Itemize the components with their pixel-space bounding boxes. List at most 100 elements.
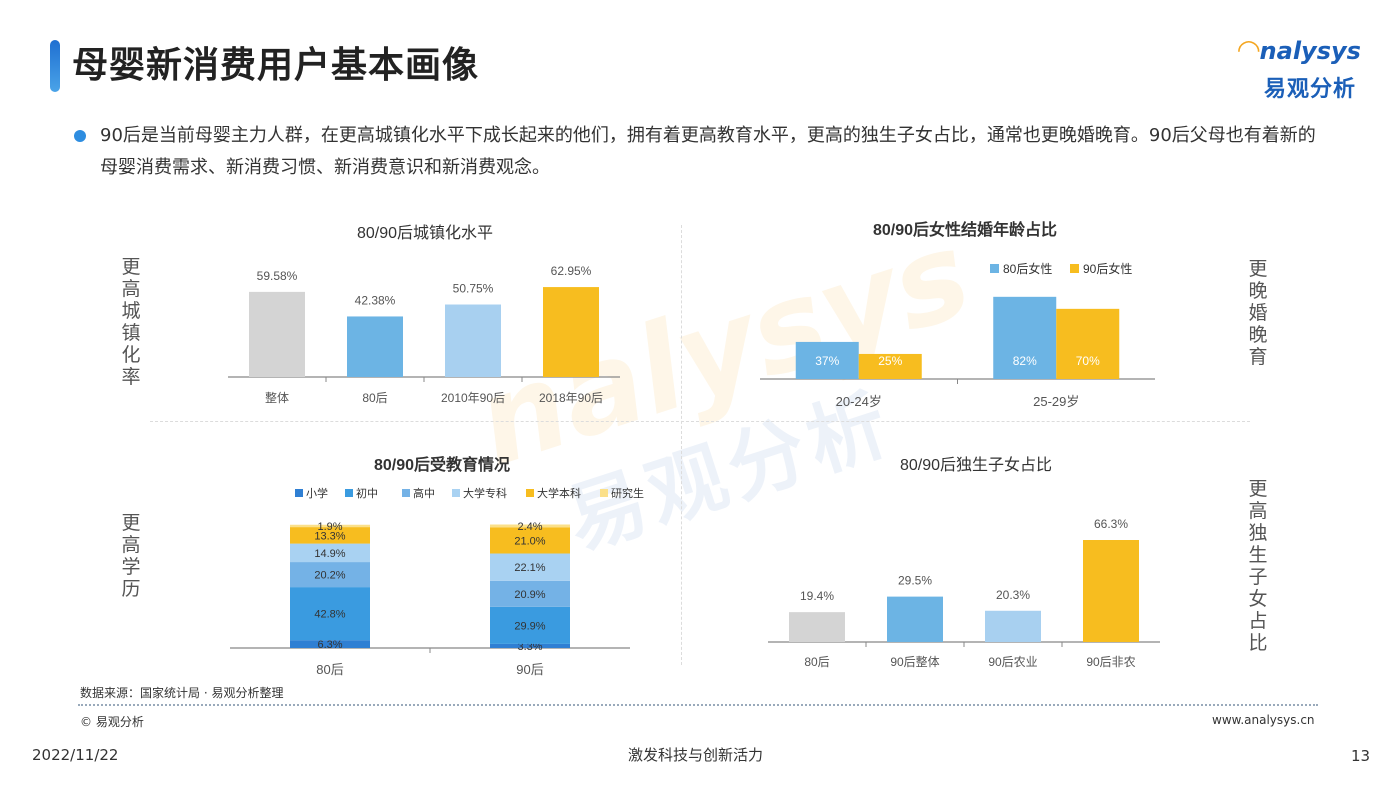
chart-only-child-tick-label: 90后非农 xyxy=(1086,655,1135,669)
title-accent-bar xyxy=(50,40,60,92)
chart-education-legend-label: 初中 xyxy=(356,486,378,500)
chart-marriage-data-label: 70% xyxy=(1076,354,1100,368)
chart-education-segment xyxy=(290,527,370,544)
chart-education-data-label: 1.9% xyxy=(317,521,342,533)
intro-paragraph: 90后是当前母婴主力人群，在更高城镇化水平下成长起来的他们，拥有着更高教育水平，… xyxy=(100,125,1316,178)
chart-education-legend-swatch xyxy=(295,489,303,497)
chart-education-segment xyxy=(490,643,570,648)
brand-logo: ◠nalysys 易观分析 xyxy=(1238,33,1378,103)
data-source-note: 数据来源：国家统计局 · 易观分析整理 xyxy=(80,686,284,700)
chart-education-segment xyxy=(490,527,570,554)
chart-marriage-data-label: 25% xyxy=(878,354,902,368)
side-label-marriage: 更晚婚晚育 xyxy=(1248,258,1268,368)
chart-only-child-data-label: 20.3% xyxy=(996,588,1030,602)
chart-marriage-title: 80/90后女性结婚年龄占比 xyxy=(873,220,1057,239)
side-label-only-child: 更高独生子女占比 xyxy=(1248,478,1268,654)
chart-education-legend-label: 大学专科 xyxy=(463,486,507,500)
page-title: 母婴新消费用户基本画像 xyxy=(72,45,480,86)
chart-education-legend-label: 大学本科 xyxy=(537,486,581,500)
chart-education-tick-label: 80后 xyxy=(316,662,343,677)
chart-education-segment xyxy=(490,606,570,644)
quadrant-divider-vertical xyxy=(681,225,682,665)
chart-only-child-bar xyxy=(1083,540,1139,642)
chart-marriage-bar xyxy=(993,296,1057,379)
chart-marriage-legend-swatch xyxy=(1070,264,1079,273)
chart-education-legend-swatch xyxy=(526,489,534,497)
chart-education-tick-label: 90后 xyxy=(516,662,543,677)
chart-urbanization-bar xyxy=(347,316,403,377)
chart-education-segment xyxy=(490,524,570,528)
chart-education-data-label: 29.9% xyxy=(514,620,545,632)
chart-education-legend-label: 小学 xyxy=(306,486,328,500)
footer-dotted-line xyxy=(78,704,1318,706)
chart-marriage-bar xyxy=(795,341,859,379)
copyright-text: © 易观分析 xyxy=(80,715,144,729)
page-number: 13 xyxy=(1351,747,1371,765)
chart-education-data-label: 20.2% xyxy=(314,570,345,582)
chart-only-child-title: 80/90后独生子女占比 xyxy=(900,455,1052,474)
chart-urbanization-tick-label: 2018年90后 xyxy=(539,391,603,405)
chart-education-segment xyxy=(290,543,370,563)
chart-education-data-label: 21.0% xyxy=(514,535,545,547)
report-date: 2022/11/22 xyxy=(32,746,119,764)
chart-education-data-label: 22.1% xyxy=(514,562,545,574)
chart-education-title: 80/90后受教育情况 xyxy=(374,455,510,474)
chart-urbanization-bar xyxy=(445,304,501,377)
chart-marriage-legend-label: 80后女性 xyxy=(1003,261,1052,276)
chart-education-data-label: 3.3% xyxy=(517,641,542,653)
chart-only-child-data-label: 19.4% xyxy=(800,589,834,603)
chart-urbanization-bar xyxy=(543,287,599,377)
chart-education-legend-swatch xyxy=(345,489,353,497)
chart-urbanization-tick-label: 80后 xyxy=(362,391,387,405)
logo-wordmark: ◠nalysys xyxy=(1238,33,1361,66)
chart-only-child-tick-label: 90后农业 xyxy=(988,655,1037,669)
chart-urbanization-data-label: 50.75% xyxy=(453,282,494,296)
chart-marriage-legend-swatch xyxy=(990,264,999,273)
chart-marriage-bar xyxy=(1056,308,1120,379)
chart-education-legend-swatch xyxy=(600,489,608,497)
chart-education-data-label: 6.3% xyxy=(317,639,342,651)
chart-education-data-label: 13.3% xyxy=(314,530,345,542)
chart-only-child-tick-label: 80后 xyxy=(804,655,829,669)
chart-urbanization-bar xyxy=(249,291,305,377)
chart-only-child-bar xyxy=(985,610,1041,642)
chart-only-child-bar xyxy=(887,596,943,642)
logo-swoosh-icon: ◠ xyxy=(1238,33,1260,66)
chart-education-legend-swatch xyxy=(402,489,410,497)
chart-only-child-data-label: 66.3% xyxy=(1094,517,1128,531)
chart-marriage-bar xyxy=(858,353,922,379)
chart-education-data-label: 14.9% xyxy=(314,548,345,560)
chart-marriage-data-label: 82% xyxy=(1013,354,1037,368)
chart-education-data-label: 42.8% xyxy=(314,609,345,621)
chart-education-data-label: 20.9% xyxy=(514,589,545,601)
chart-urbanization-data-label: 42.38% xyxy=(355,293,396,307)
chart-education-legend-swatch xyxy=(452,489,460,497)
chart-urbanization-data-label: 59.58% xyxy=(257,269,298,283)
footer-slogan: 激发科技与创新活力 xyxy=(628,746,764,764)
website-link[interactable]: www.analysys.cn xyxy=(1212,713,1315,727)
chart-education-segment xyxy=(290,587,370,641)
chart-only-child-data-label: 29.5% xyxy=(898,574,932,588)
chart-marriage-tick-label: 20-24岁 xyxy=(836,394,882,409)
side-label-urbanization: 更高城镇化率 xyxy=(121,256,141,388)
side-label-education: 更高学历 xyxy=(121,512,141,600)
chart-marriage-legend-label: 90后女性 xyxy=(1083,261,1132,276)
logo-wordmark-text: nalysys xyxy=(1259,37,1361,65)
chart-marriage-tick-label: 25-29岁 xyxy=(1033,394,1079,409)
chart-education-segment xyxy=(290,640,370,648)
chart-urbanization-title: 80/90后城镇化水平 xyxy=(357,224,493,242)
chart-education-segment xyxy=(290,562,370,588)
logo-chinese-name: 易观分析 xyxy=(1264,77,1357,102)
bullet-dot-icon xyxy=(74,130,86,142)
chart-education-segment xyxy=(290,524,370,528)
chart-education-segment xyxy=(490,580,570,607)
chart-education-legend-label: 研究生 xyxy=(611,486,644,500)
chart-education-segment xyxy=(490,553,570,581)
quadrant-divider-horizontal xyxy=(150,421,1250,422)
chart-only-child-bar xyxy=(789,612,845,642)
chart-urbanization-data-label: 62.95% xyxy=(551,264,592,278)
chart-education-data-label: 2.4% xyxy=(517,521,542,533)
chart-urbanization-tick-label: 整体 xyxy=(265,390,289,405)
chart-marriage-data-label: 37% xyxy=(815,354,839,368)
